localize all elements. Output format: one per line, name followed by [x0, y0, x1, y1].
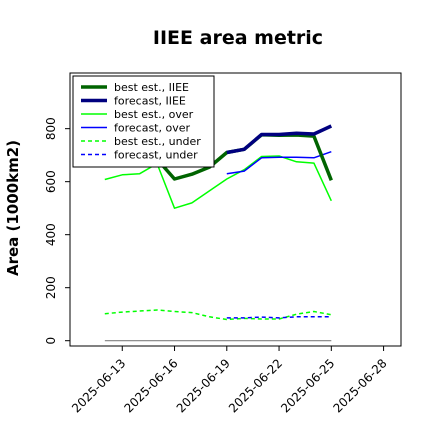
x-tick-label: 2025-06-25 [278, 356, 337, 415]
legend-label-forecast-over: forecast, over [114, 122, 190, 135]
chart-title: IIEE area metric [153, 27, 323, 49]
legend-label-forecast-under: forecast, under [114, 149, 198, 162]
x-tick-label: 2025-06-28 [330, 356, 389, 415]
y-axis: 0 200 400 600 800 [44, 117, 70, 345]
x-tick-label: 2025-06-13 [69, 356, 128, 415]
y-axis-label: Area (1000km2) [4, 140, 22, 276]
series-line-forecast-over [226, 150, 332, 175]
y-tick-label: 200 [44, 276, 58, 299]
series-line-forecast-iiee [226, 124, 333, 155]
legend-label-best-est-over: best est., over [114, 108, 194, 121]
series-line-best-est-under [104, 309, 332, 321]
y-tick-label: 400 [44, 223, 58, 246]
x-axis: 2025-06-132025-06-162025-06-192025-06-22… [69, 346, 390, 415]
x-tick-label: 2025-06-16 [121, 356, 180, 415]
plot-frame [69, 72, 402, 347]
y-tick-label: 800 [44, 117, 58, 140]
series-line-best-est-over [104, 155, 332, 209]
y-tick-label: 0 [44, 337, 58, 345]
legend-label-best-est-iiee: best est., IIEE [114, 81, 189, 94]
x-tick-label: 2025-06-19 [174, 356, 233, 415]
y-tick-label: 600 [44, 170, 58, 193]
legend-label-forecast-iiee: forecast, IIEE [114, 95, 186, 108]
x-tick-label: 2025-06-22 [226, 356, 285, 415]
series-line-forecast-under [226, 316, 332, 319]
legend-box [72, 75, 215, 168]
legend-label-best-est-under: best est., under [114, 135, 201, 148]
